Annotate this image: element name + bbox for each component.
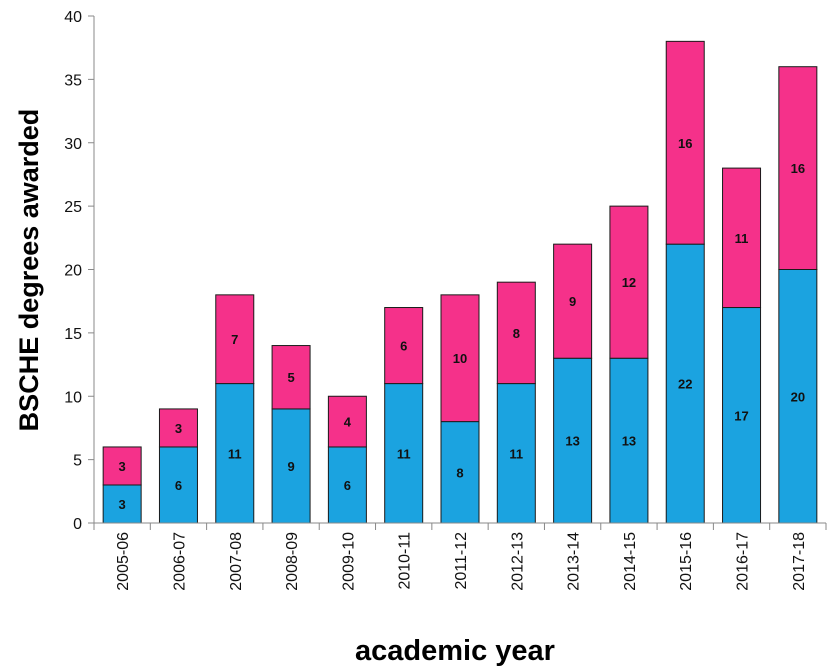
y-tick-label: 40 [64, 9, 82, 26]
bar-segment-2 [384, 307, 424, 385]
x-tick-label: 2013-14 [566, 532, 583, 591]
bar-value-label-2: 16 [678, 136, 692, 151]
bar-value-label-1: 3 [119, 497, 126, 512]
bar-value-label-2: 10 [453, 351, 467, 366]
bar-value-label-2: 3 [119, 459, 126, 474]
x-tick-label: 2017-18 [791, 532, 808, 591]
bar-segment-2 [440, 294, 480, 423]
y-tick-label: 30 [64, 136, 82, 153]
x-tick-label: 2009-10 [340, 532, 357, 591]
x-tick-label: 2005-06 [115, 532, 132, 591]
bar-value-label-2: 16 [791, 161, 805, 176]
bar-segment-1 [327, 446, 367, 524]
bar-value-label-1: 11 [509, 446, 523, 461]
bar-segment-2 [158, 408, 198, 448]
bar-value-label-1: 17 [734, 408, 748, 423]
bar-value-label-1: 13 [622, 434, 636, 449]
x-axis-ticks: 2005-06 2006-07 2007-08 2008-09 2009-10 2010-… [93, 523, 827, 591]
y-tick-label: 35 [64, 72, 82, 89]
bar-segment-1 [553, 357, 593, 524]
bar-value-label-1: 11 [397, 446, 411, 461]
x-tick-label: 2015-16 [678, 532, 695, 591]
x-axis-title: academic year [355, 635, 555, 667]
bar-value-label-2: 5 [287, 370, 294, 385]
bar-segment-2 [778, 66, 818, 270]
bar-segment-2 [665, 40, 705, 245]
bar-value-label-1: 6 [175, 478, 182, 493]
bar-segment-2 [215, 294, 255, 385]
bar-value-label-2: 6 [400, 339, 407, 354]
y-tick-label: 15 [64, 326, 82, 343]
x-tick-label: 2008-09 [284, 532, 301, 591]
x-tick-label: 2007-08 [228, 532, 245, 591]
bar-value-label-1: 8 [456, 465, 463, 480]
bar-segment-2 [102, 446, 142, 486]
y-tick-label: 10 [64, 389, 82, 406]
bar-value-label-2: 3 [175, 421, 182, 436]
bar-value-label-2: 11 [735, 231, 749, 246]
bar-value-label-1: 13 [565, 434, 579, 449]
bar-segment-2 [271, 345, 311, 410]
bar-value-label-1: 11 [228, 446, 242, 461]
y-tick-label: 0 [73, 516, 82, 533]
y-tick-label: 5 [73, 453, 82, 470]
bar-segment-2 [722, 167, 762, 309]
bar-value-label-1: 20 [791, 389, 805, 404]
bar-value-label-2: 9 [569, 294, 576, 309]
x-tick-label: 2010-11 [397, 532, 414, 590]
bar-segment-1 [722, 307, 762, 524]
y-tick-label: 20 [64, 263, 82, 280]
bar-labels: 3 3 6 3 11 7 9 5 6 4 11 6 8 10 11 8 13 9 13 12 22 16 17 11 20 16 [119, 136, 806, 512]
bar-value-label-1: 9 [287, 459, 294, 474]
bar-segment-2 [609, 205, 649, 359]
x-tick-label: 2016-17 [735, 532, 752, 591]
bar-value-label-2: 8 [513, 326, 520, 341]
bar-segment-1 [665, 243, 705, 524]
bar-segment-1 [496, 383, 536, 524]
x-tick-label: 2014-15 [622, 532, 639, 591]
bar-segment-2 [496, 281, 536, 385]
x-tick-label: 2006-07 [171, 532, 188, 591]
bar-segment-2 [553, 243, 593, 359]
bar-segment-2 [327, 395, 367, 448]
x-tick-label: 2011-12 [453, 532, 470, 590]
bar-segment-1 [609, 357, 649, 524]
bars [102, 40, 818, 524]
bar-value-label-2: 12 [622, 275, 636, 290]
bar-value-label-1: 22 [678, 377, 692, 392]
y-axis-ticks: 0 5 10 15 20 25 30 35 40 [64, 9, 94, 533]
y-axis-title: BSCHE degrees awarded [14, 109, 44, 432]
bar-value-label-2: 4 [344, 415, 352, 430]
bar-value-label-2: 7 [231, 332, 238, 347]
bar-value-label-1: 6 [344, 478, 351, 493]
y-tick-label: 25 [64, 199, 82, 216]
bar-segment-1 [778, 269, 818, 524]
x-tick-label: 2012-13 [509, 532, 526, 591]
